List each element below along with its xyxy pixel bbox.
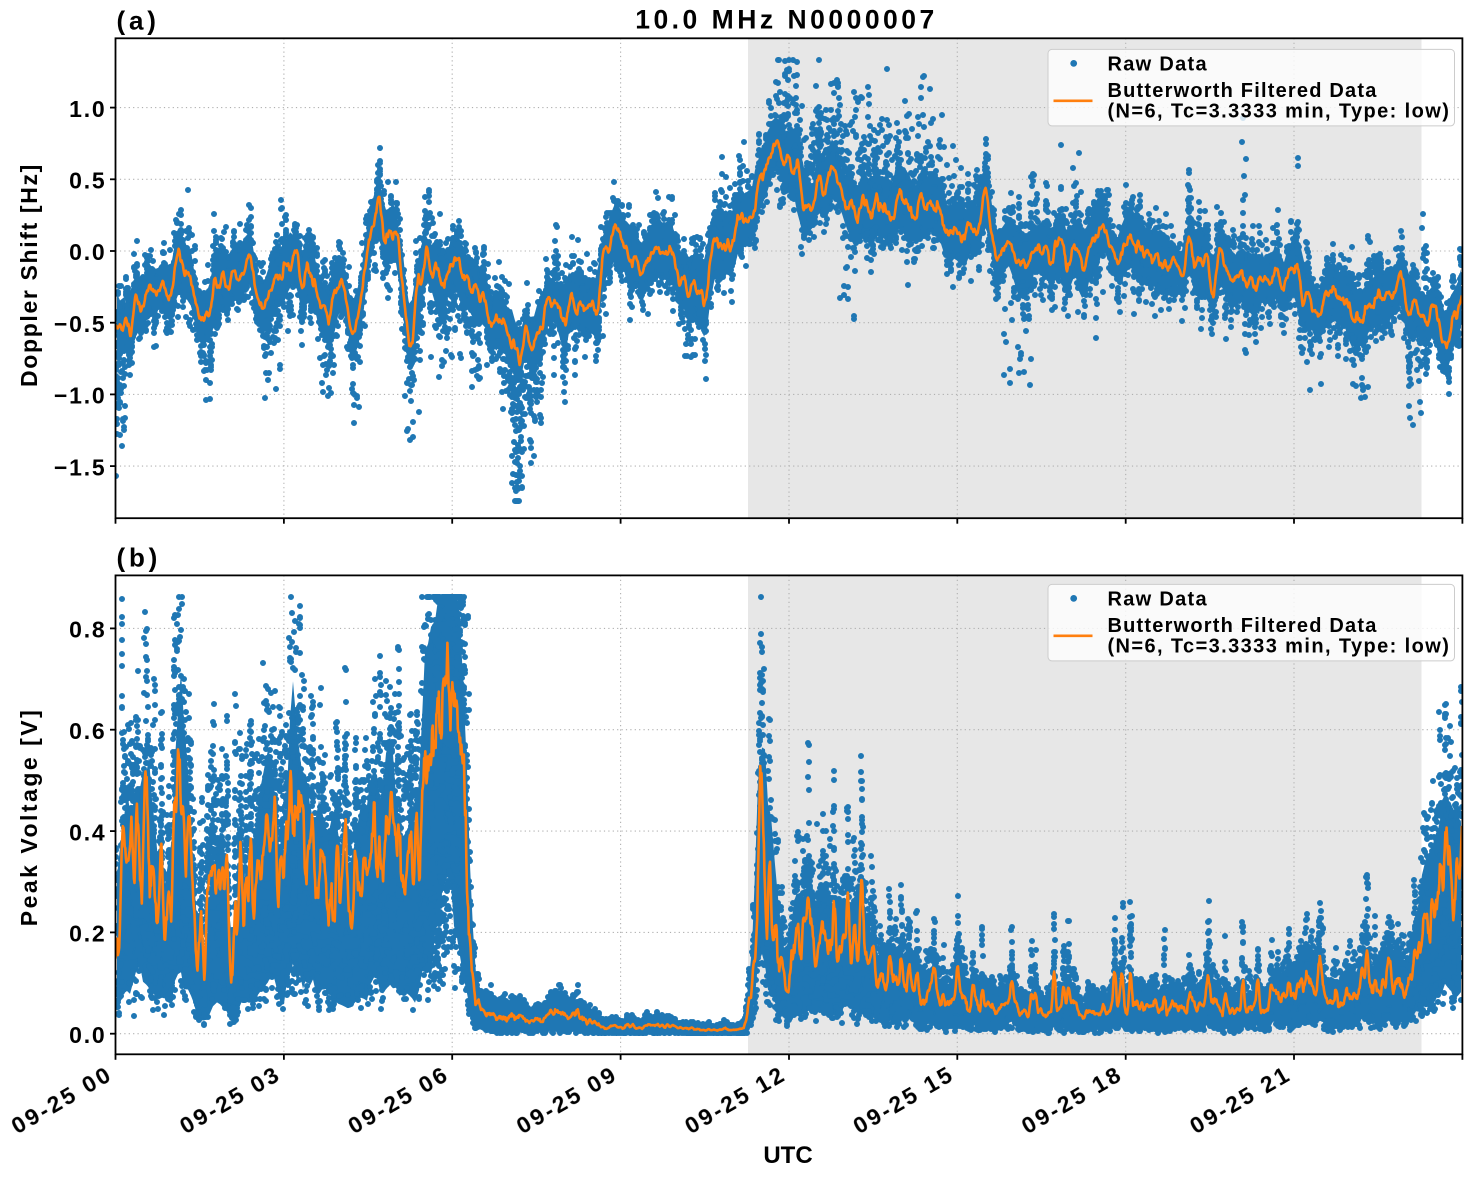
svg-text:0.8: 0.8 bbox=[69, 617, 106, 643]
svg-text:0.5: 0.5 bbox=[69, 168, 106, 194]
svg-text:UTC: UTC bbox=[763, 1142, 812, 1169]
svg-text:Doppler Shift [Hz]: Doppler Shift [Hz] bbox=[16, 163, 42, 387]
svg-text:1.0: 1.0 bbox=[69, 96, 106, 122]
svg-text:(b): (b) bbox=[117, 543, 162, 573]
svg-text:0.0: 0.0 bbox=[69, 1022, 106, 1048]
svg-text:0.4: 0.4 bbox=[69, 819, 106, 845]
svg-text:−1.5: −1.5 bbox=[54, 454, 107, 480]
svg-text:0.2: 0.2 bbox=[69, 921, 106, 947]
svg-text:−0.5: −0.5 bbox=[54, 311, 107, 337]
svg-text:0.0: 0.0 bbox=[69, 239, 106, 265]
svg-text:Butterworth Filtered Data: Butterworth Filtered Data bbox=[1108, 615, 1378, 637]
svg-text:(N=6, Tc=3.3333 min, Type: low: (N=6, Tc=3.3333 min, Type: low) bbox=[1108, 636, 1451, 658]
svg-text:Butterworth Filtered Data: Butterworth Filtered Data bbox=[1108, 80, 1378, 102]
svg-text:0.6: 0.6 bbox=[69, 718, 106, 744]
svg-text:Peak Voltage [V]: Peak Voltage [V] bbox=[16, 708, 42, 927]
svg-text:(N=6, Tc=3.3333 min, Type: low: (N=6, Tc=3.3333 min, Type: low) bbox=[1108, 101, 1451, 123]
svg-text:Raw Data: Raw Data bbox=[1108, 588, 1208, 610]
svg-text:(a): (a) bbox=[117, 6, 160, 36]
svg-text:Raw Data: Raw Data bbox=[1108, 53, 1208, 75]
svg-text:10.0 MHz N0000007: 10.0 MHz N0000007 bbox=[635, 5, 938, 35]
svg-text:−1.0: −1.0 bbox=[54, 383, 107, 409]
